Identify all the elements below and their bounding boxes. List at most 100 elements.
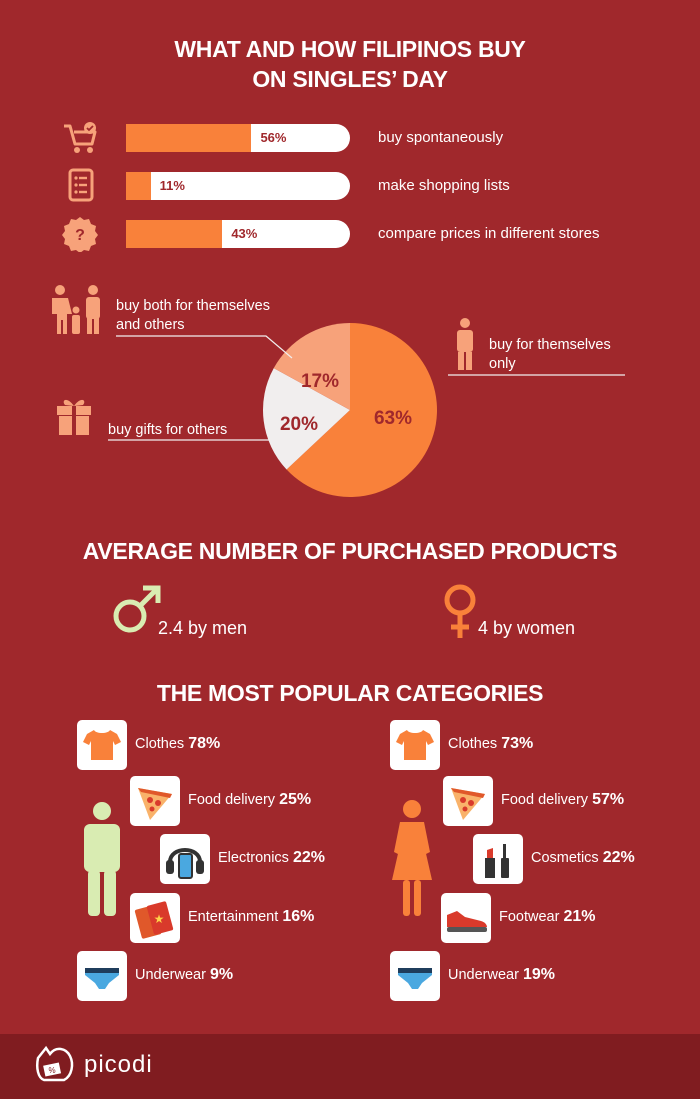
pizza-icon [451, 788, 485, 820]
gift-icon [57, 399, 91, 435]
bar-label-lists: make shopping lists [378, 177, 510, 194]
category-pct: 16% [282, 908, 315, 925]
category-icon-box [473, 834, 523, 884]
category-icon-box [130, 776, 180, 826]
category-pct: 21% [563, 908, 596, 925]
category-text: Footwear 21% [499, 908, 596, 926]
bar-fill-lists [126, 172, 151, 200]
category-pct: 57% [592, 791, 625, 808]
category-text: Underwear 9% [135, 966, 233, 984]
bar-track [126, 124, 350, 152]
bar-label-compare: compare prices in different stores [378, 225, 600, 242]
category-label: Clothes [448, 736, 498, 752]
headphones-phone-icon [166, 848, 204, 879]
category-pct: 73% [501, 735, 534, 752]
category-label: Footwear [499, 909, 560, 925]
bar-track [126, 172, 350, 200]
pie-slice-both [273, 323, 350, 410]
bar-fill-compare [126, 220, 223, 248]
pie-label-both-line2: and others [116, 317, 185, 333]
pie-value-both: 17% [301, 371, 339, 392]
family-icon [52, 285, 100, 334]
category-label: Underwear [448, 967, 519, 983]
category-label: Cosmetics [531, 850, 599, 866]
lipstick-mascara-icon [485, 844, 509, 878]
category-pct: 9% [209, 966, 234, 983]
category-icon-box: ★ [130, 893, 180, 943]
bar-track [126, 220, 350, 248]
category-text: Clothes 78% [135, 735, 220, 753]
tshirt-icon [396, 730, 434, 760]
category-pct: 22% [602, 849, 635, 866]
svg-text:?: ? [75, 227, 85, 244]
tshirt-icon [83, 730, 121, 760]
bar-value-spontaneous: 56% [260, 130, 287, 145]
female-symbol-icon [444, 584, 476, 638]
svg-text:★: ★ [154, 912, 165, 926]
underwear-icon [85, 968, 119, 989]
pie-label-themselves-line2: only [489, 356, 516, 372]
sneaker-icon [447, 911, 487, 932]
category-label: Food delivery [501, 792, 589, 808]
category-icon-box [390, 720, 440, 770]
bar-row-spontaneous: 56% buy spontaneously [0, 122, 700, 154]
bar-value-lists: 11% [159, 178, 185, 193]
category-pct: 78% [188, 735, 221, 752]
female-figure-icon [392, 800, 432, 916]
underwear-icon [398, 968, 432, 989]
leader-line-both [116, 335, 293, 359]
male-symbol-icon [113, 585, 161, 633]
bar-row-compare: ? 43% compare prices in different stores [0, 217, 700, 252]
bar-row-lists: 11% make shopping lists [0, 168, 700, 202]
bar-fill-spontaneous [126, 124, 252, 152]
svg-text:%: % [48, 1066, 55, 1075]
category-label: Underwear [135, 967, 206, 983]
category-icon-box [160, 834, 210, 884]
category-label: Food delivery [188, 792, 276, 808]
category-label: Clothes [135, 736, 185, 752]
page-title: WHAT AND HOW FILIPINOS BUY ON SINGLES’ D… [0, 34, 700, 94]
pie-label-themselves-line1: buy for themselves [489, 337, 611, 353]
category-label: Electronics [218, 850, 289, 866]
title-line-1: WHAT AND HOW FILIPINOS BUY [174, 36, 526, 62]
category-text: Food delivery 57% [501, 791, 624, 809]
category-icon-box [441, 893, 491, 943]
footer [0, 1034, 700, 1099]
pie-value-gifts: 20% [280, 414, 318, 435]
category-icon-box [77, 720, 127, 770]
pie-label-both: buy both for themselves and others [116, 297, 270, 335]
category-text: Underwear 19% [448, 966, 555, 984]
pie-slice-gifts [262, 368, 350, 470]
women-average: 4 by women [478, 618, 576, 638]
pie-chart: 63% 20% 17% [108, 323, 625, 497]
section-title-average: AVERAGE NUMBER OF PURCHASED PRODUCTS [82, 538, 618, 564]
pie-label-gifts: buy gifts for others [108, 422, 228, 438]
brand-name: picodi [84, 1051, 153, 1078]
category-icon-box [390, 951, 440, 1001]
men-average: 2.4 by men [158, 618, 248, 638]
pie-label-both-line1: buy both for themselves [116, 298, 270, 314]
question-badge-icon: ? [62, 217, 98, 252]
section-title-categories: THE MOST POPULAR CATEGORIES [156, 680, 544, 706]
category-pct: 22% [292, 849, 325, 866]
category-text: Cosmetics 22% [531, 849, 635, 867]
tickets-icon: ★ [134, 901, 174, 939]
category-icon-box [443, 776, 493, 826]
category-pct: 25% [279, 791, 312, 808]
category-icon-box [77, 951, 127, 1001]
category-pct: 19% [522, 966, 555, 983]
bar-label-spontaneous: buy spontaneously [378, 129, 504, 146]
title-line-2: ON SINGLES’ DAY [252, 66, 448, 92]
picodi-logo-icon: % [36, 1045, 74, 1082]
pizza-icon [138, 788, 172, 820]
list-icon [68, 168, 94, 202]
category-text: Electronics 22% [218, 849, 325, 867]
category-text: Entertainment 16% [188, 908, 314, 926]
pie-slice-themselves [286, 323, 437, 497]
pie-label-themselves: buy for themselves only [489, 336, 611, 374]
category-text: Food delivery 25% [188, 791, 311, 809]
bar-value-compare: 43% [231, 226, 258, 241]
category-text: Clothes 73% [448, 735, 533, 753]
shopping-cart-icon [64, 122, 97, 153]
pie-value-themselves: 63% [374, 408, 412, 429]
